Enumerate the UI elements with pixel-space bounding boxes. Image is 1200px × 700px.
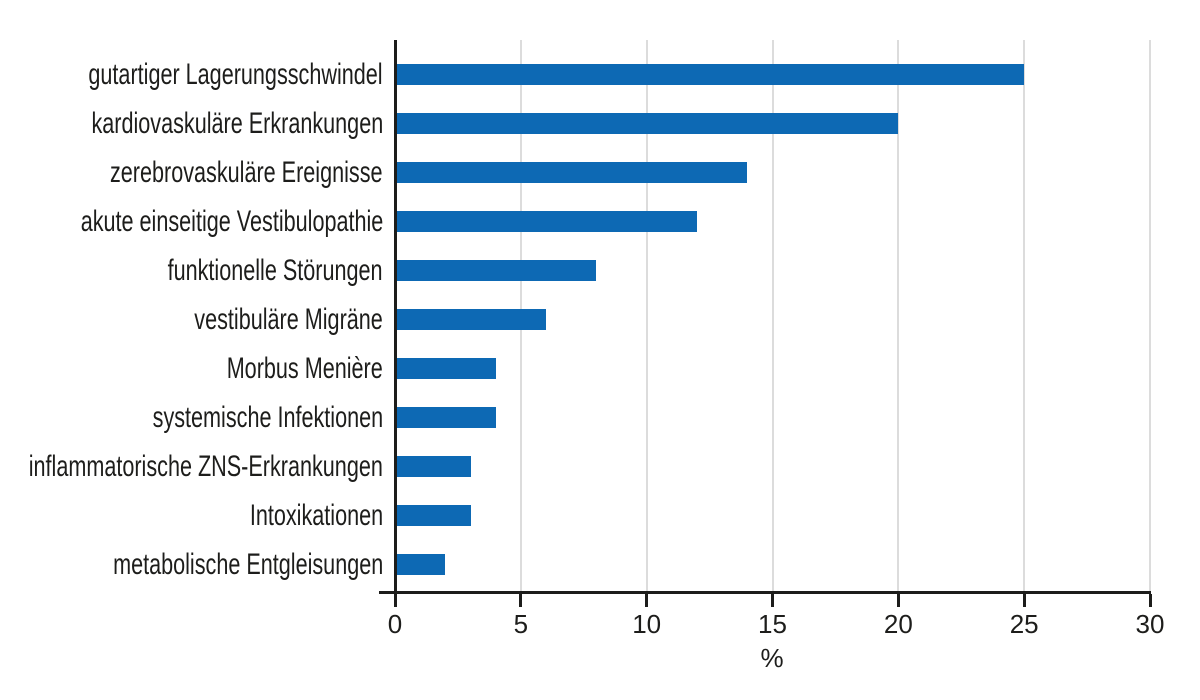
category-label: systemische Infektionen <box>152 400 383 434</box>
bar <box>395 260 597 281</box>
gridline <box>897 40 900 592</box>
x-tick <box>771 594 774 607</box>
gridline <box>771 40 774 592</box>
x-tick-label: 25 <box>1009 609 1039 639</box>
category-label: akute einseitige Vestibulopathie <box>80 204 383 238</box>
bar <box>395 456 471 477</box>
x-tick <box>393 594 397 607</box>
gridline <box>1149 40 1151 592</box>
x-tick <box>519 594 523 607</box>
bar <box>395 407 496 428</box>
bar <box>395 113 899 134</box>
category-label: Intoxikationen <box>249 498 383 532</box>
category-label: zerebrovaskuläre Ereignisse <box>110 155 383 189</box>
x-tick <box>1022 594 1026 607</box>
x-tick-label: 20 <box>883 609 913 639</box>
category-label: inflammatorische ZNS-Erkrankungen <box>28 449 383 483</box>
bar <box>395 309 546 330</box>
x-tick-label: 0 <box>387 609 403 639</box>
bar <box>395 211 697 232</box>
bar <box>395 64 1025 85</box>
category-label: funktionelle Störungen <box>168 253 383 287</box>
category-label: gutartiger Lagerungsschwindel <box>88 57 383 91</box>
x-axis <box>379 591 1151 594</box>
bar <box>395 505 471 526</box>
bar <box>395 162 748 183</box>
x-tick <box>1148 594 1152 607</box>
x-tick-label: 15 <box>758 609 787 639</box>
gridline <box>645 40 648 592</box>
bar <box>395 358 496 379</box>
x-axis-title: % <box>760 643 784 673</box>
y-axis <box>393 40 397 592</box>
x-tick-label: 10 <box>632 609 662 639</box>
x-tick <box>896 594 900 607</box>
gridline <box>1023 40 1026 592</box>
x-tick-label: 5 <box>513 609 529 639</box>
category-label: Morbus Menière <box>226 351 383 385</box>
x-tick <box>645 594 649 607</box>
x-tick-label: 30 <box>1135 609 1165 639</box>
category-label: vestibuläre Migräne <box>194 302 383 336</box>
category-label: kardiovaskuläre Erkrankungen <box>91 106 383 140</box>
bar <box>395 554 446 575</box>
category-label: metabolische Entgleisungen <box>112 547 383 581</box>
